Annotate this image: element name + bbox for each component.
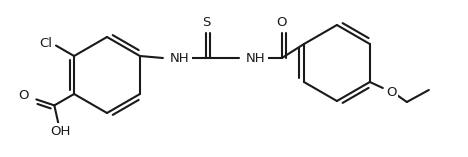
Text: S: S: [202, 16, 210, 30]
Text: Cl: Cl: [39, 37, 52, 50]
Text: O: O: [18, 89, 29, 102]
Text: NH: NH: [170, 51, 190, 65]
Text: O: O: [386, 86, 396, 98]
Text: OH: OH: [50, 125, 71, 138]
Text: NH: NH: [246, 51, 265, 65]
Text: O: O: [277, 16, 287, 30]
